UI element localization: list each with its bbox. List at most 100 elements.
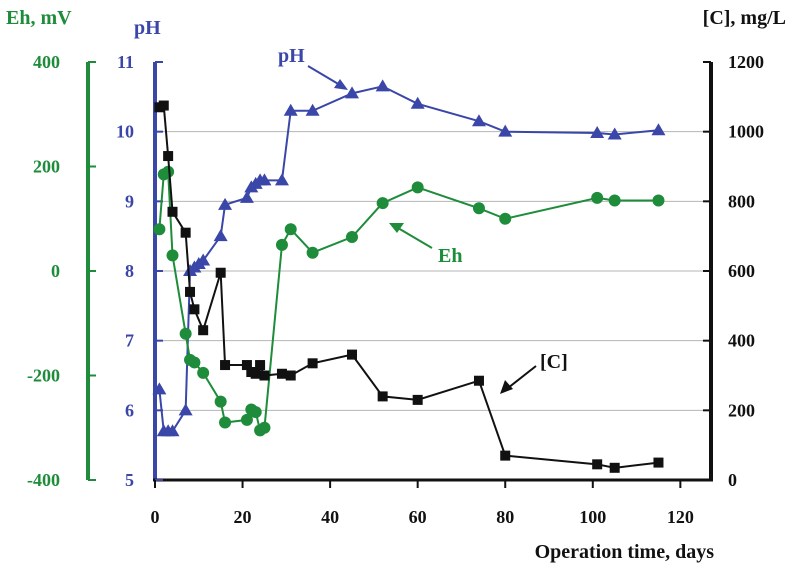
series-c-line [159,104,659,469]
c-point [158,100,169,111]
ph-point [196,253,211,266]
x-tick-label: 100 [579,507,606,527]
eh-axis-title: Eh, mV [6,7,72,29]
c-tick-label: 1000 [728,122,764,142]
eh-point [249,406,262,419]
c-point [215,267,226,278]
eh-point [214,395,227,408]
c-tick-label: 0 [728,470,737,490]
c-point [276,368,287,379]
ph-tick-label: 7 [125,331,134,351]
x-tick-label: 80 [496,507,514,527]
ph-point [178,403,193,416]
eh-point [188,356,201,369]
x-tick-label: 60 [409,507,427,527]
eh-tick-label: 400 [33,52,60,72]
ph-point [651,123,666,136]
c-point [307,358,318,369]
c-point [198,325,209,336]
eh-point [306,246,319,259]
c-point [592,459,603,470]
ph-tick-label: 5 [125,470,134,490]
c-point [347,349,358,360]
c-point [255,360,266,371]
c-tick-label: 1200 [728,52,764,72]
series-eh-line [158,170,659,432]
ph-tick-label: 9 [125,191,134,211]
ph-point [218,197,233,210]
eh-point [179,327,192,340]
eh-tick-label: -400 [27,470,60,490]
eh-point [153,223,166,236]
ph-point [274,173,289,186]
ph-point [152,382,167,395]
c-point [180,227,191,238]
c-point [220,360,231,371]
ph-point [410,96,425,109]
c-point [259,370,270,381]
eh-point [346,231,359,244]
series-ph-line [158,85,659,433]
ph-point [607,127,622,140]
c-point [167,206,178,217]
x-tick-label: 20 [234,507,252,527]
c-point [609,462,620,473]
series-layer [152,79,666,473]
c-tick-label: 800 [728,191,755,211]
c-point [500,450,511,461]
x-tick-label: 0 [151,507,160,527]
tick-labels: -400-20002004005678910110200400600800100… [27,52,764,527]
annotation-ph: pH [278,45,348,90]
eh-point [240,413,253,426]
eh-tick-label: 0 [51,261,60,281]
c-point [412,394,423,405]
c-point [285,370,296,381]
c-tick-label: 200 [728,400,755,420]
x-tick-label: 40 [321,507,339,527]
annotation-eh: Eh [389,223,462,267]
c-point [241,360,252,371]
c-point [189,304,200,315]
ph-tick-label: 8 [125,261,134,281]
c-point [473,375,484,386]
series-ph [152,79,666,437]
eh-point [166,249,179,262]
eh-point [652,194,665,207]
ph-point [345,86,360,99]
eh-point [219,416,232,429]
c-tick-label: 400 [728,331,755,351]
eh-point [275,238,288,251]
ph-tick-label: 10 [116,122,134,142]
annotation-c-text: [C] [540,351,568,373]
ph-tick-label: 11 [117,52,134,72]
eh-point [411,181,424,194]
gridlines [155,131,711,411]
ph-point [590,126,605,139]
c-point [163,151,174,162]
tick-marks [88,61,711,488]
series-c [154,100,664,473]
annotation-eh-text: Eh [438,245,462,267]
eh-point [472,202,485,215]
ph-point [257,173,272,186]
eh-point [162,165,175,178]
c-point [653,457,664,468]
c-point [185,286,196,297]
annotation-c: [C] [500,351,568,394]
eh-point [608,194,621,207]
eh-tick-label: -200 [27,366,60,386]
eh-point [284,223,297,236]
ph-tick-label: 6 [125,400,134,420]
ph-point [471,114,486,127]
eh-point [499,212,512,225]
x-axis-title: Operation time, days [535,541,715,563]
series-eh [153,165,665,437]
ph-point [239,190,254,203]
eh-point [591,191,604,204]
annotation-ph-text: pH [278,45,305,67]
eh-point [376,197,389,210]
ph-point [498,124,513,137]
eh-point [197,366,210,379]
c-axis-title: [C], mg/L [703,7,786,29]
